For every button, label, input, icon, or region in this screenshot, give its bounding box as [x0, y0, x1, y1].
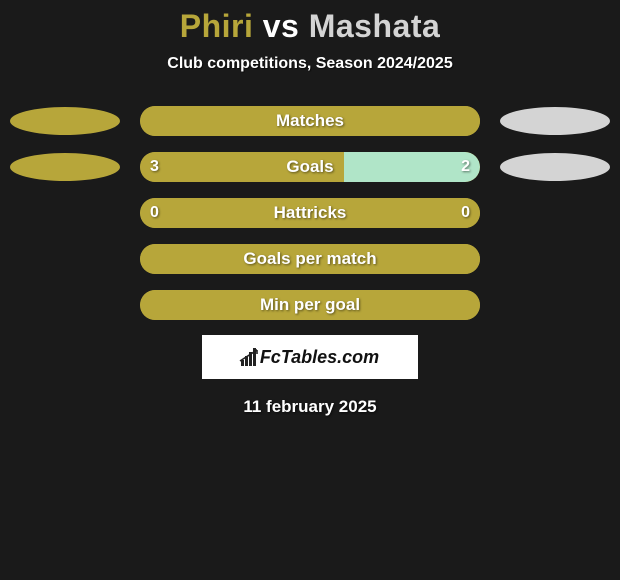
metric-row: Min per goal — [0, 289, 620, 321]
metric-bar: 32Goals — [140, 152, 480, 182]
bar-chart-icon — [241, 348, 256, 366]
player1-ellipse — [10, 153, 120, 181]
metric-row: Goals per match — [0, 243, 620, 275]
ellipse-spacer — [500, 199, 610, 227]
page-title: Phiri vs Mashata — [0, 8, 620, 45]
metric-bar: Goals per match — [140, 244, 480, 274]
title-player2: Mashata — [309, 8, 441, 44]
ellipse-spacer — [500, 245, 610, 273]
metrics-list: Matches 32Goals 00Hattricks Goals per match… — [0, 105, 620, 321]
date-label: 11 february 2025 — [0, 397, 620, 417]
metric-label: Matches — [140, 106, 480, 136]
ellipse-spacer — [500, 291, 610, 319]
subtitle: Club competitions, Season 2024/2025 — [0, 55, 620, 73]
metric-row: 00Hattricks — [0, 197, 620, 229]
metric-label: Goals per match — [140, 244, 480, 274]
metric-label: Hattricks — [140, 198, 480, 228]
player1-ellipse — [10, 107, 120, 135]
ellipse-spacer — [10, 199, 120, 227]
metric-label: Goals — [140, 152, 480, 182]
comparison-card: Phiri vs Mashata Club competitions, Seas… — [0, 0, 620, 417]
metric-row: Matches — [0, 105, 620, 137]
player2-ellipse — [500, 107, 610, 135]
metric-bar: 00Hattricks — [140, 198, 480, 228]
title-vs: vs — [253, 8, 308, 44]
metric-label: Min per goal — [140, 290, 480, 320]
metric-bar: Min per goal — [140, 290, 480, 320]
title-player1: Phiri — [180, 8, 254, 44]
branding-box: FcTables.com — [202, 335, 418, 379]
ellipse-spacer — [10, 245, 120, 273]
ellipse-spacer — [10, 291, 120, 319]
metric-row: 32Goals — [0, 151, 620, 183]
player2-ellipse — [500, 153, 610, 181]
branding-text: FcTables.com — [260, 347, 379, 368]
metric-bar: Matches — [140, 106, 480, 136]
